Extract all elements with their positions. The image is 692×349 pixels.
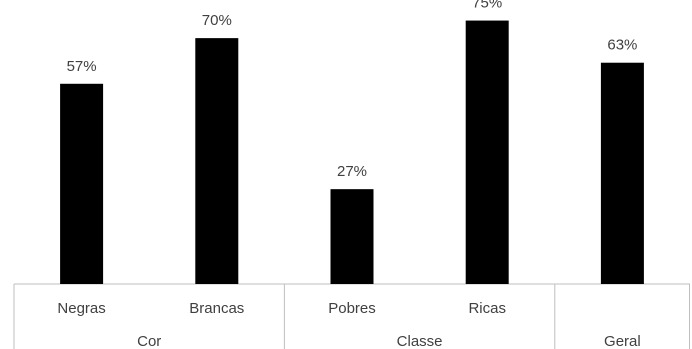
bar — [600, 62, 644, 285]
category-label-layer: Negras Brancas Pobres Ricas — [57, 300, 506, 317]
bar — [195, 38, 239, 284]
data-label-layer: 57% 70% 27% 75% 63% — [67, 0, 638, 180]
data-label: 63% — [607, 37, 637, 54]
data-label: 70% — [202, 12, 232, 29]
group-label-layer: Cor Classe Geral — [137, 333, 641, 349]
group-label: Cor — [137, 333, 161, 349]
category-label: Pobres — [328, 300, 376, 317]
bar-layer — [60, 20, 644, 285]
group-label: Geral — [604, 333, 641, 349]
data-label: 75% — [472, 0, 502, 12]
category-label: Ricas — [468, 300, 506, 317]
data-label: 27% — [337, 163, 367, 180]
data-label: 57% — [67, 58, 97, 75]
category-label: Negras — [57, 300, 105, 317]
group-label: Classe — [397, 333, 443, 349]
bar — [465, 20, 509, 284]
bar — [60, 83, 104, 284]
category-label: Brancas — [189, 300, 244, 317]
bar — [330, 189, 374, 284]
